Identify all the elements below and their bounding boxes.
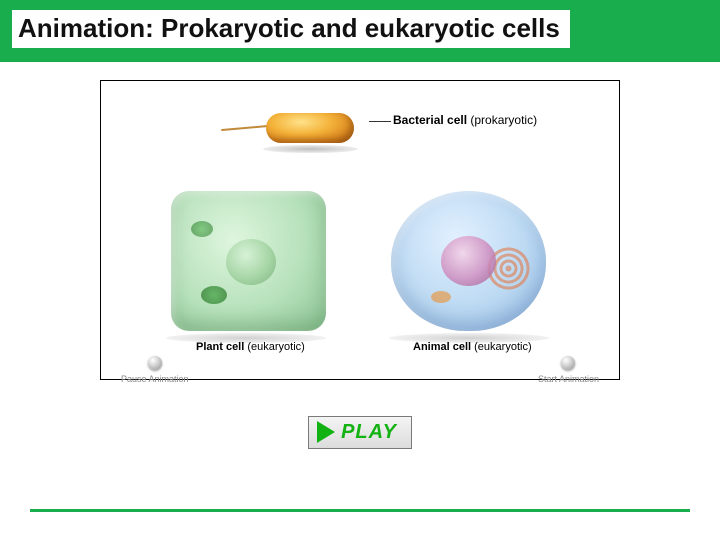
plant-chloroplast-1 <box>201 286 227 304</box>
animal-organelle-1 <box>431 291 451 303</box>
bacterial-label-main: Bacterial cell <box>393 113 467 127</box>
plant-label-sub: (eukaryotic) <box>247 341 304 353</box>
start-animation-button[interactable]: Start Animation <box>538 356 599 384</box>
pause-icon <box>148 356 162 370</box>
animal-label-main: Animal cell <box>413 341 471 353</box>
footer-rule <box>30 509 690 512</box>
bacterial-cell-label: Bacterial cell (prokaryotic) <box>393 113 537 127</box>
play-button[interactable]: PLAY <box>308 416 412 449</box>
slide-title: Animation: Prokaryotic and eukaryotic ce… <box>12 10 570 48</box>
pause-label: Pause Animation <box>121 374 189 384</box>
start-label: Start Animation <box>538 374 599 384</box>
animal-cell-label: Animal cell (eukaryotic) <box>413 341 532 353</box>
bacterium-shadow <box>263 145 358 153</box>
slide-body: Bacterial cell (prokaryotic) Plant cell … <box>0 62 720 449</box>
plant-cell-graphic <box>171 191 326 331</box>
play-button-wrap: PLAY <box>308 416 412 449</box>
slide-header: Animation: Prokaryotic and eukaryotic ce… <box>0 0 720 62</box>
play-label: PLAY <box>341 421 397 444</box>
bacterial-cell-graphic <box>251 101 371 149</box>
flagellum-shape <box>221 123 269 137</box>
bacterium-body <box>266 113 354 143</box>
pause-animation-button[interactable]: Pause Animation <box>121 356 189 384</box>
plant-cell-label: Plant cell (eukaryotic) <box>196 341 305 353</box>
start-icon <box>561 356 575 370</box>
bacterial-leader-line <box>369 121 391 122</box>
animal-cell-graphic <box>391 191 546 331</box>
play-icon <box>317 421 335 443</box>
plant-nucleus <box>226 239 276 285</box>
animal-label-sub: (eukaryotic) <box>474 341 531 353</box>
animal-nucleus <box>441 236 496 286</box>
animation-figure: Bacterial cell (prokaryotic) Plant cell … <box>100 80 620 380</box>
bacterial-label-sub: (prokaryotic) <box>470 113 537 127</box>
plant-label-main: Plant cell <box>196 341 244 353</box>
plant-chloroplast-2 <box>191 221 213 237</box>
